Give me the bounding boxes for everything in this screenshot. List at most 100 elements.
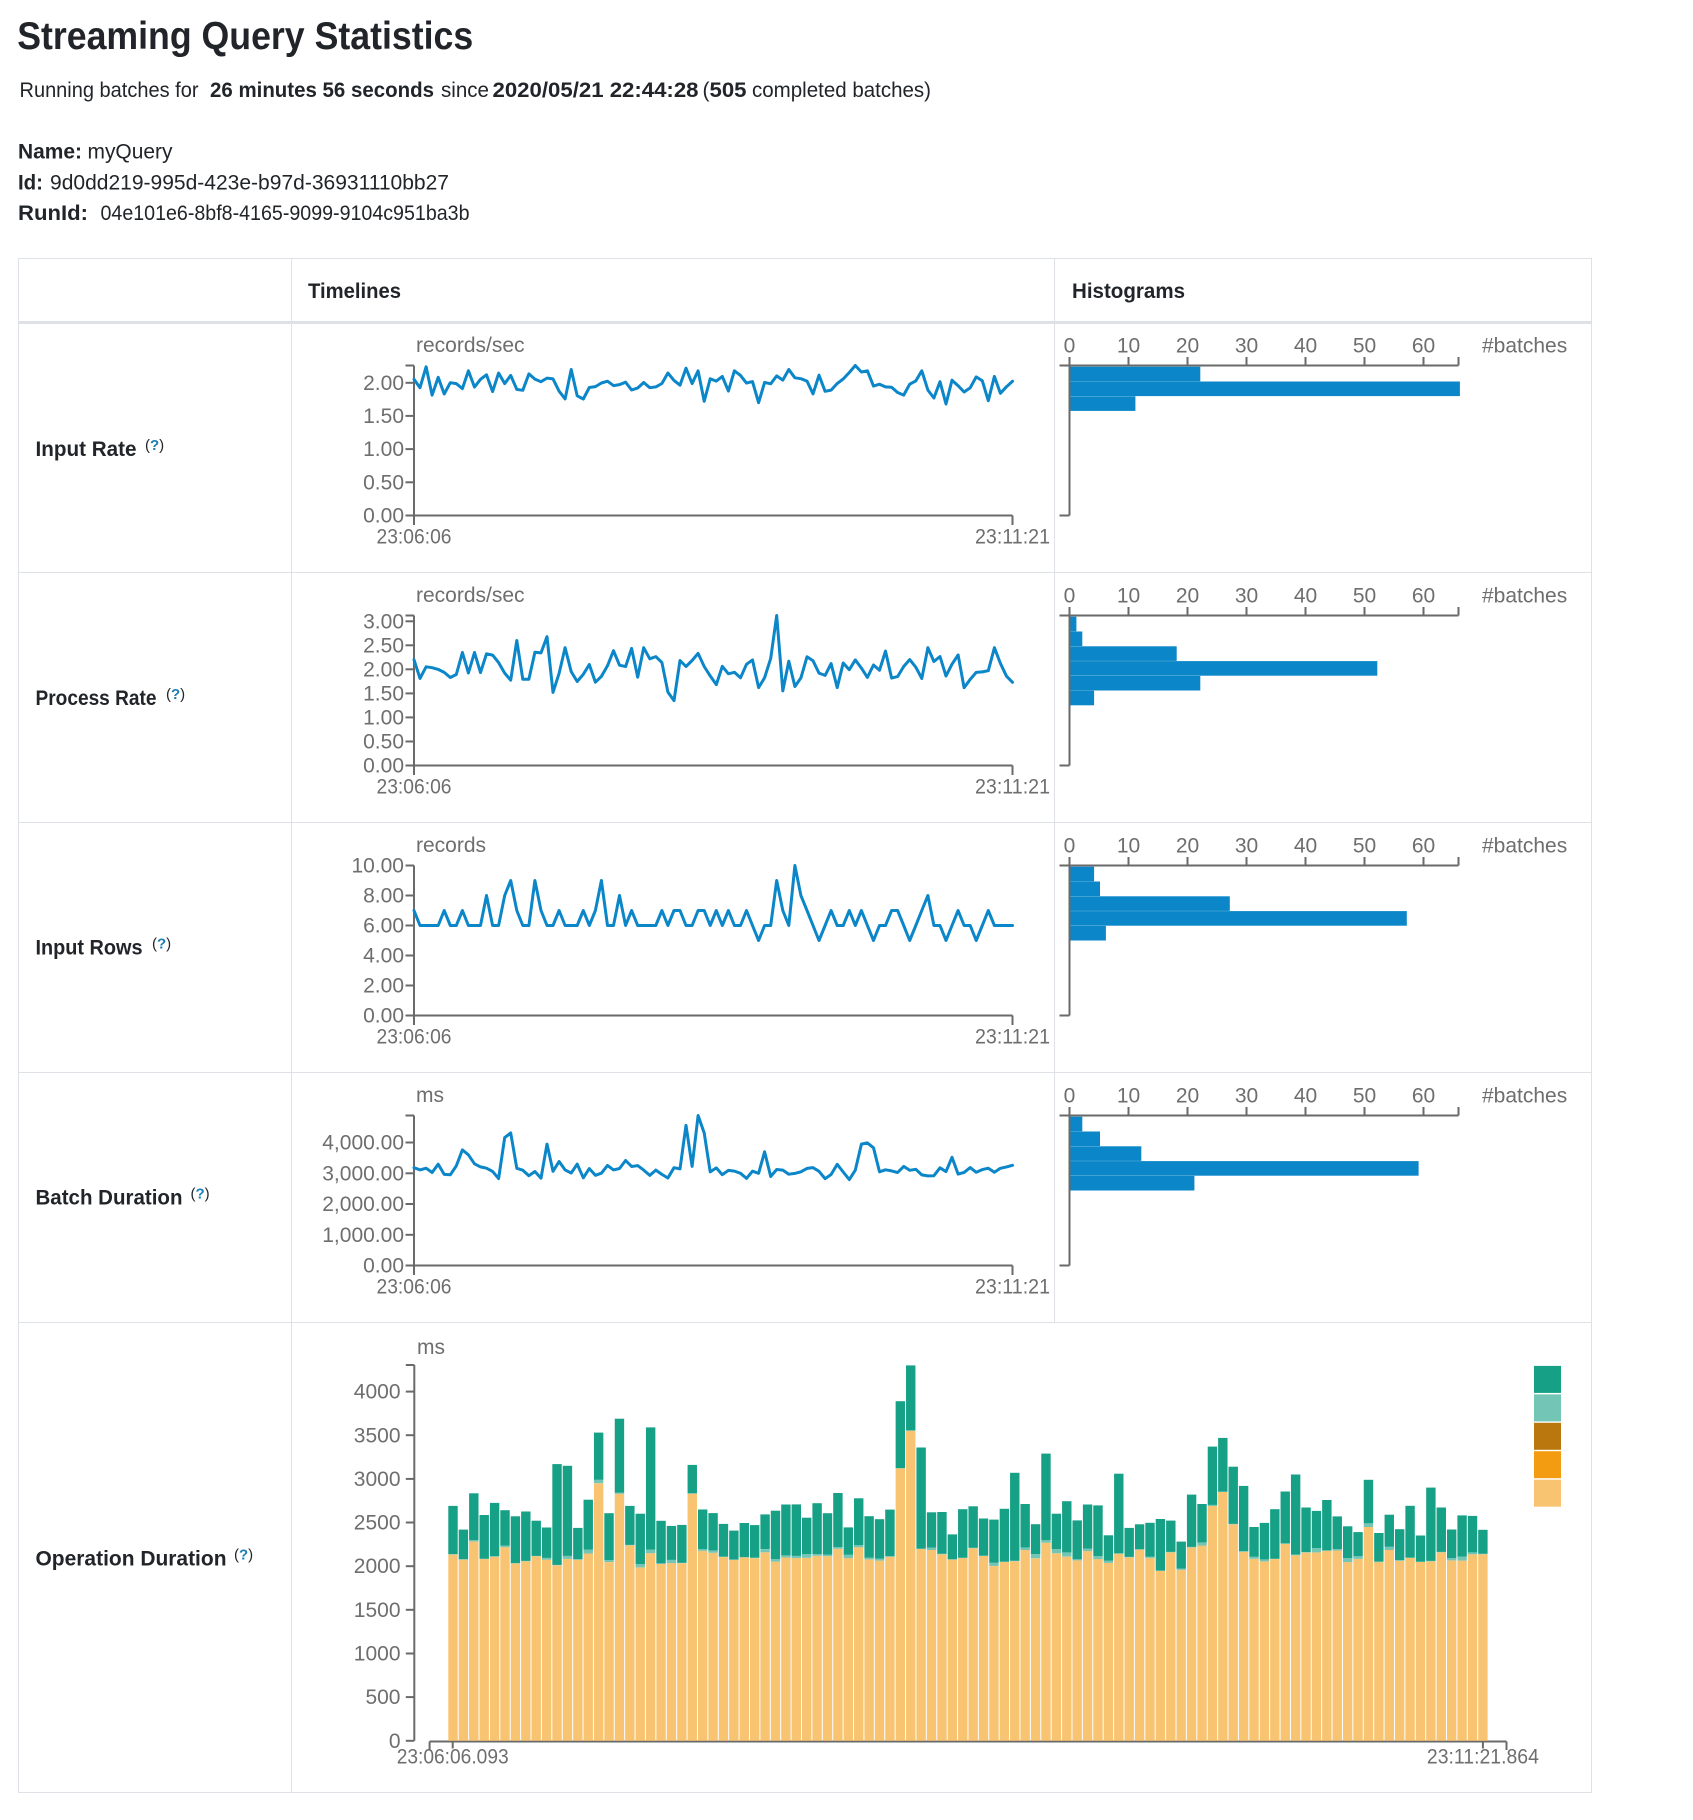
svg-text:26 minutes 56 seconds: 26 minutes 56 seconds (210, 79, 434, 102)
svg-text:50: 50 (1353, 835, 1376, 858)
svg-text:0.00: 0.00 (363, 755, 404, 778)
svg-text:60: 60 (1412, 585, 1435, 608)
svg-text:Operation Duration: Operation Duration (36, 1547, 227, 1570)
svg-text:20: 20 (1176, 585, 1199, 608)
svg-text:4,000.00: 4,000.00 (322, 1132, 404, 1155)
svg-text:0.50: 0.50 (363, 730, 404, 753)
svg-text:Id:: Id: (18, 171, 43, 194)
svg-text:20: 20 (1176, 835, 1199, 858)
svg-text:3,000.00: 3,000.00 (322, 1162, 404, 1185)
svg-text:3.00: 3.00 (363, 610, 404, 633)
svg-text:Streaming Query Statistics: Streaming Query Statistics (17, 15, 473, 58)
svg-text:10: 10 (1117, 335, 1140, 358)
svg-text:23:11:21: 23:11:21 (975, 1026, 1050, 1049)
svg-text:records/sec: records/sec (416, 584, 525, 607)
svg-text:23:11:21: 23:11:21 (975, 776, 1050, 799)
svg-text:2,000.00: 2,000.00 (322, 1193, 404, 1216)
svg-text:40: 40 (1294, 1085, 1317, 1108)
svg-text:1000: 1000 (354, 1643, 401, 1666)
svg-text:2000: 2000 (354, 1555, 401, 1578)
svg-text:4000: 4000 (354, 1381, 401, 1404)
svg-text:0.00: 0.00 (363, 505, 404, 528)
svg-text:records/sec: records/sec (416, 334, 525, 357)
svg-text:30: 30 (1235, 585, 1258, 608)
svg-text:0: 0 (1064, 1085, 1076, 1108)
svg-text:Input Rate: Input Rate (36, 438, 137, 461)
svg-text:Input Rows: Input Rows (36, 937, 143, 960)
svg-text:4.00: 4.00 (363, 945, 404, 968)
svg-text:0.00: 0.00 (363, 1005, 404, 1028)
svg-text:50: 50 (1353, 335, 1376, 358)
svg-text:#batches: #batches (1482, 585, 1567, 608)
svg-text:1500: 1500 (354, 1599, 401, 1622)
svg-text:0.50: 0.50 (363, 471, 404, 494)
svg-text:1.00: 1.00 (363, 706, 404, 729)
svg-text:30: 30 (1235, 1085, 1258, 1108)
svg-text:#batches: #batches (1482, 835, 1567, 858)
svg-text:2.00: 2.00 (363, 372, 404, 395)
svg-text:505: 505 (710, 79, 747, 102)
svg-text:10: 10 (1117, 1085, 1140, 1108)
svg-text:(?): (?) (166, 686, 185, 703)
svg-text:04e101e6-8bf8-4165-9099-9104c9: 04e101e6-8bf8-4165-9099-9104c951ba3b (101, 202, 470, 225)
svg-text:1.50: 1.50 (363, 682, 404, 705)
svg-text:2.50: 2.50 (363, 634, 404, 657)
svg-text:2500: 2500 (354, 1512, 401, 1535)
svg-text:23:06:06: 23:06:06 (377, 1276, 452, 1299)
svg-text:myQuery: myQuery (88, 141, 173, 164)
svg-text:Name:: Name: (18, 141, 82, 164)
svg-text:ms: ms (416, 1084, 444, 1107)
svg-text:500: 500 (365, 1686, 400, 1709)
svg-text:50: 50 (1353, 1085, 1376, 1108)
svg-text:23:06:06: 23:06:06 (377, 776, 452, 799)
svg-text:#batches: #batches (1482, 335, 1567, 358)
svg-text:60: 60 (1412, 835, 1435, 858)
svg-text:0: 0 (1064, 585, 1076, 608)
svg-text:23:11:21: 23:11:21 (975, 526, 1050, 549)
svg-text:(: ( (703, 79, 710, 102)
svg-text:Process Rate: Process Rate (36, 687, 157, 710)
svg-text:23:11:21: 23:11:21 (975, 1276, 1050, 1299)
svg-text:(?): (?) (145, 437, 164, 454)
svg-text:2020/05/21 22:44:28: 2020/05/21 22:44:28 (493, 79, 699, 102)
svg-text:(?): (?) (191, 1186, 210, 1203)
svg-text:23:06:06.093: 23:06:06.093 (397, 1746, 509, 1769)
svg-text:23:06:06: 23:06:06 (377, 526, 452, 549)
svg-text:Running batches for: Running batches for (20, 79, 199, 102)
svg-text:2.00: 2.00 (363, 975, 404, 998)
svg-text:60: 60 (1412, 335, 1435, 358)
svg-text:(?): (?) (152, 936, 171, 953)
svg-text:3000: 3000 (354, 1468, 401, 1491)
svg-text:10.00: 10.00 (351, 855, 404, 878)
svg-text:10: 10 (1117, 585, 1140, 608)
svg-text:0: 0 (1064, 335, 1076, 358)
svg-text:8.00: 8.00 (363, 885, 404, 908)
svg-text:23:06:06: 23:06:06 (377, 1026, 452, 1049)
svg-text:9d0dd219-995d-423e-b97d-369311: 9d0dd219-995d-423e-b97d-36931110bb27 (50, 171, 449, 194)
svg-text:20: 20 (1176, 335, 1199, 358)
svg-text:Histograms: Histograms (1072, 280, 1185, 303)
svg-text:Batch Duration: Batch Duration (36, 1187, 183, 1210)
svg-text:20: 20 (1176, 1085, 1199, 1108)
svg-text:completed batches): completed batches) (752, 79, 931, 102)
svg-text:0: 0 (389, 1730, 401, 1753)
svg-text:since: since (441, 79, 489, 102)
svg-text:30: 30 (1235, 335, 1258, 358)
svg-text:records: records (416, 834, 486, 857)
svg-text:6.00: 6.00 (363, 915, 404, 938)
svg-text:ms: ms (417, 1336, 445, 1359)
svg-text:Timelines: Timelines (308, 280, 401, 303)
svg-text:0.00: 0.00 (363, 1255, 404, 1278)
svg-text:0: 0 (1064, 835, 1076, 858)
svg-text:(?): (?) (234, 1546, 253, 1563)
svg-text:40: 40 (1294, 585, 1317, 608)
svg-text:30: 30 (1235, 835, 1258, 858)
svg-text:50: 50 (1353, 585, 1376, 608)
svg-text:#batches: #batches (1482, 1085, 1567, 1108)
svg-text:23:11:21.864: 23:11:21.864 (1427, 1746, 1539, 1769)
svg-text:RunId:: RunId: (18, 202, 88, 225)
svg-text:60: 60 (1412, 1085, 1435, 1108)
svg-text:1.50: 1.50 (363, 405, 404, 428)
svg-text:1.00: 1.00 (363, 438, 404, 461)
svg-text:40: 40 (1294, 835, 1317, 858)
